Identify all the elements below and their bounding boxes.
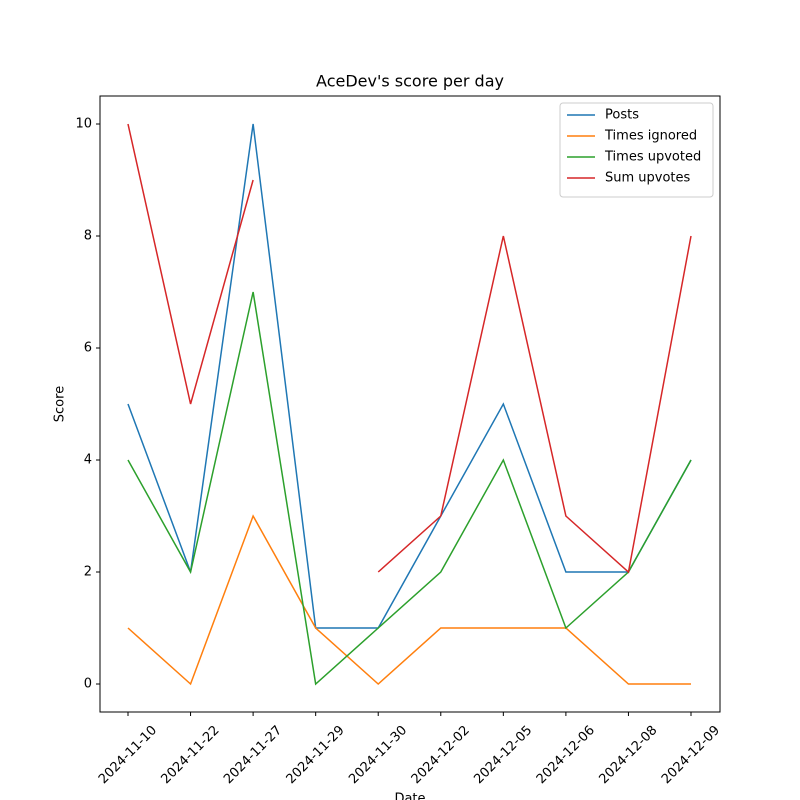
y-axis-label: Score [53, 386, 68, 422]
series-line [127, 291, 692, 686]
x-tick-label: 2024-11-27 [221, 723, 285, 787]
x-tick-label: 2024-11-22 [159, 723, 223, 787]
series-line [127, 123, 692, 629]
x-tick-label: 2024-11-30 [346, 723, 410, 787]
x-tick-label: 2024-11-10 [96, 723, 160, 787]
x-tick-label: 2024-12-09 [659, 723, 723, 787]
series-line [127, 123, 254, 405]
x-tick-label: 2024-12-02 [409, 723, 473, 787]
y-tick-label: 10 [75, 117, 92, 132]
y-tick-label: 2 [84, 565, 92, 580]
legend-label: Sum upvotes [605, 171, 691, 186]
x-tick-label: 2024-11-29 [284, 723, 348, 787]
series-line [377, 235, 692, 574]
y-tick-label: 8 [84, 229, 92, 244]
y-tick-label: 0 [84, 677, 92, 692]
legend-label: Posts [605, 108, 639, 123]
chart-title: AceDev's score per day [316, 72, 504, 91]
legend-box [559, 102, 714, 198]
y-tick-label: 6 [84, 341, 92, 356]
x-tick-label: 2024-12-08 [596, 723, 660, 787]
legend-label: Times ignored [604, 129, 697, 144]
series-line [127, 514, 691, 686]
x-tick-label: 2024-12-06 [534, 723, 598, 787]
legend-label: Times upvoted [604, 150, 701, 165]
y-tick-label: 4 [84, 453, 92, 468]
x-axis-label: Date [394, 792, 425, 800]
plot-frame [99, 95, 721, 713]
x-tick-label: 2024-12-05 [471, 723, 535, 787]
